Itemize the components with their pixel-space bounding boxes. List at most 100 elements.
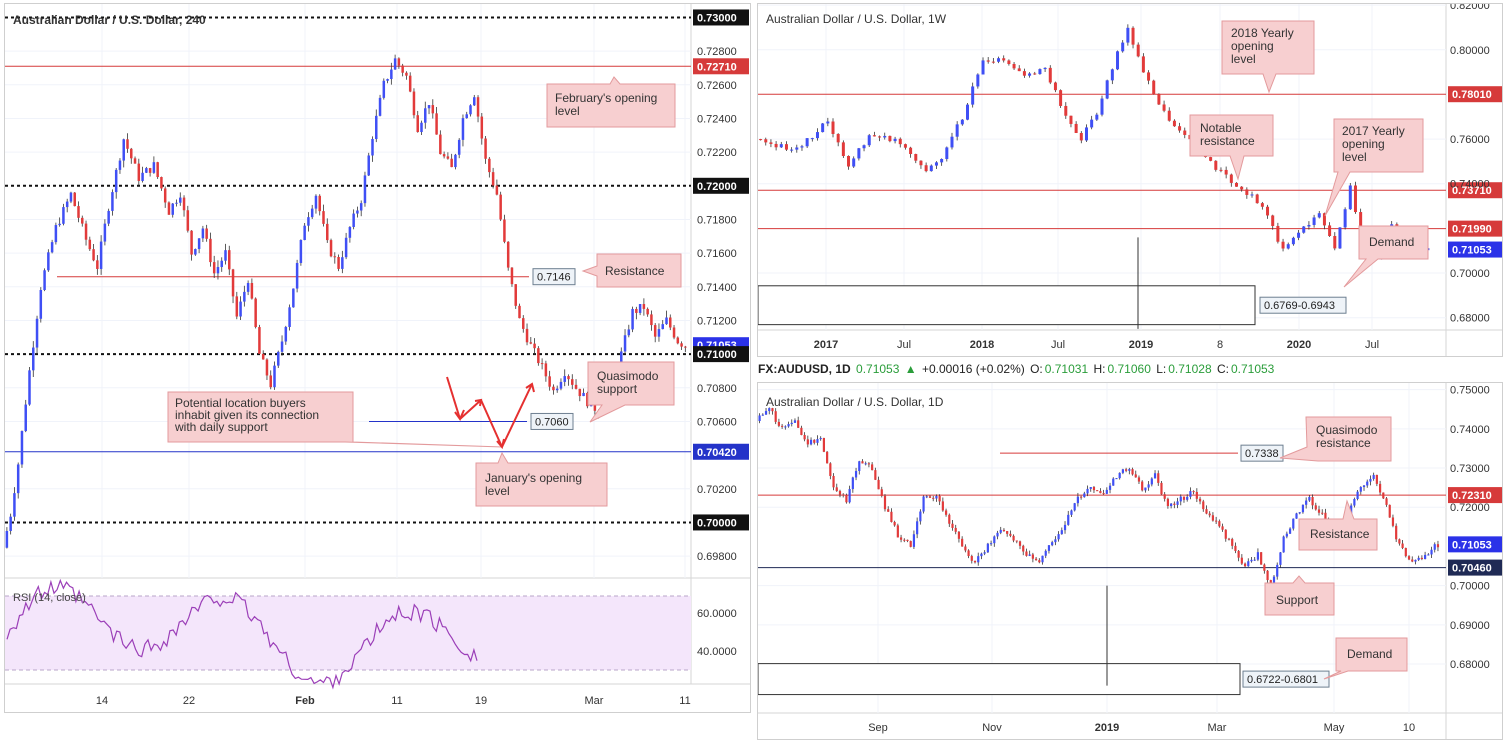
daily-candle-body: [1218, 521, 1221, 527]
daily-candle-body: [851, 477, 854, 490]
h4-candle-body: [28, 370, 31, 405]
weekly-candle-body: [1317, 213, 1321, 218]
weekly-candle-body: [1121, 42, 1125, 52]
status-c-label: C:: [1216, 362, 1229, 376]
daily-candle-body: [797, 420, 800, 428]
daily-candle-body: [764, 411, 768, 415]
daily-annotation-resistance[interactable]: Resistance: [1298, 499, 1378, 551]
daily-candle-body: [1243, 563, 1247, 567]
daily-candle-body: [1391, 517, 1395, 526]
h4-candle-body: [378, 97, 382, 116]
daily-chart-panel[interactable]: 0.6722-0.6801 0.72310 0.71053 0.70460 0.7338…: [757, 382, 1504, 740]
weekly-candle-body: [815, 132, 819, 139]
weekly-candle-body: [1328, 225, 1332, 237]
h4-annotation-january[interactable]: January's opening level: [475, 451, 608, 507]
daily-candle-body: [784, 426, 787, 428]
daily-candle-body: [996, 532, 999, 537]
weekly-candle-body: [971, 86, 975, 105]
daily-candle-body: [1006, 531, 1009, 534]
daily-annotation-support[interactable]: Support: [1264, 575, 1335, 616]
h4-x-tick-label: 14: [96, 695, 108, 707]
annotation-daily-support-text: Support: [1276, 593, 1319, 607]
h4-candle-body: [179, 197, 182, 203]
weekly-candle-body: [1312, 217, 1316, 225]
daily-candle-body: [909, 541, 912, 547]
h4-candle-body: [567, 376, 570, 380]
weekly-demand-tag-label: 0.6769-0.6943: [1264, 300, 1335, 312]
weekly-candle-body: [903, 144, 907, 148]
weekly-candle-body: [1302, 226, 1306, 233]
daily-candle-body: [1308, 496, 1311, 501]
daily-candle-body: [1427, 554, 1430, 556]
daily-candle-body: [1102, 493, 1105, 495]
h4-level-tag: [693, 514, 749, 531]
h4-annotation-quasimodo[interactable]: Quasimodo support: [587, 361, 675, 423]
daily-candle-body: [912, 534, 916, 547]
daily-candle-body: [832, 475, 835, 488]
h4-annotation-resistance[interactable]: Resistance: [581, 253, 682, 288]
daily-candle-body: [842, 494, 845, 496]
h4-chart-svg[interactable]: 0.730000.727100.720000.710530.710000.704…: [5, 4, 750, 712]
weekly-annotation-2018[interactable]: 2018 Yearly opening level: [1221, 20, 1315, 94]
weekly-x-tick-label: 2020: [1287, 339, 1311, 351]
daily-candle-body: [944, 510, 948, 515]
h4-candle-body: [295, 262, 299, 289]
h4-candle-body: [525, 328, 529, 343]
weekly-candle-body: [779, 144, 783, 148]
h4-x-tick-label: 22: [183, 695, 195, 707]
weekly-annotation-2017[interactable]: 2017 Yearly opening level: [1324, 118, 1424, 217]
h4-candle-body: [73, 192, 76, 207]
weekly-candle-body: [1053, 82, 1057, 91]
daily-candle-body: [1166, 498, 1170, 507]
h4-chart-panel[interactable]: 0.730000.727100.720000.710530.710000.704…: [4, 3, 751, 713]
daily-candle-body: [1378, 483, 1382, 493]
daily-annotation-quasimodo[interactable]: Quasimodo resistance: [1279, 416, 1392, 462]
weekly-chart-svg[interactable]: 0.6769-0.6943 0.78010 0.73710 0.71990 0.7105…: [757, 0, 1504, 356]
daily-candle-body: [1028, 554, 1031, 556]
weekly-candle-body: [950, 136, 954, 148]
h4-candle-body: [435, 113, 438, 135]
h4-candle-body: [24, 404, 27, 432]
daily-demand-tag-label: 0.6722-0.6801: [1247, 674, 1318, 686]
daily-candle-body: [932, 497, 935, 499]
status-h-value: 0.71060: [1107, 362, 1151, 376]
weekly-candle-body: [1131, 27, 1135, 45]
weekly-candle-body: [1322, 213, 1326, 226]
h4-candle-body: [32, 347, 35, 371]
daily-candle-body: [1125, 469, 1128, 471]
daily-candle-body: [1215, 520, 1218, 522]
h4-candle-body: [386, 79, 389, 81]
daily-candle-body: [1083, 493, 1086, 498]
h4-annotation-buyers[interactable]: Potential location buyers inhabit given …: [167, 391, 504, 448]
annotation-january-line1: January's opening: [485, 471, 582, 485]
daily-chart-svg[interactable]: 0.6722-0.6801 0.72310 0.71053 0.70460 0.7338…: [757, 383, 1504, 739]
weekly-candle-body: [1110, 69, 1114, 81]
daily-candle-body: [871, 464, 874, 471]
weekly-candle-body: [764, 139, 768, 143]
weekly-annotation-notable[interactable]: Notable resistance: [1189, 114, 1274, 181]
daily-candle-body: [1324, 512, 1327, 520]
daily-candle-body: [977, 556, 980, 563]
weekly-candle-body: [981, 60, 985, 75]
h4-candle-body: [118, 160, 122, 170]
daily-candle-body: [993, 536, 996, 544]
weekly-annotation-demand[interactable]: Demand: [1343, 225, 1429, 288]
weekly-level-tag: [1448, 182, 1504, 199]
weekly-chart-panel[interactable]: 0.6769-0.6943 0.78010 0.73710 0.71990 0.7105…: [757, 0, 1504, 357]
daily-price-tag-box: [1240, 444, 1284, 462]
weekly-candle-body: [883, 135, 887, 138]
daily-candle-body: [1086, 488, 1089, 494]
weekly-candle-body: [831, 121, 835, 134]
daily-annotation-demand[interactable]: Demand: [1323, 637, 1408, 680]
h4-candle-body: [329, 240, 333, 257]
weekly-y-tick-label: 0.74000: [1450, 179, 1490, 191]
h4-y-tick-label: 0.71600: [697, 248, 737, 260]
daily-candle-body: [1141, 481, 1144, 491]
daily-candle-body: [1034, 558, 1038, 561]
daily-level-label: 0.71053: [1452, 539, 1492, 551]
daily-candle-body: [1353, 499, 1356, 506]
h4-candle-body: [292, 288, 295, 308]
weekly-candle-body: [1002, 58, 1006, 61]
h4-annotation-february[interactable]: February's opening level: [546, 76, 676, 128]
weekly-candle-body: [759, 139, 763, 141]
